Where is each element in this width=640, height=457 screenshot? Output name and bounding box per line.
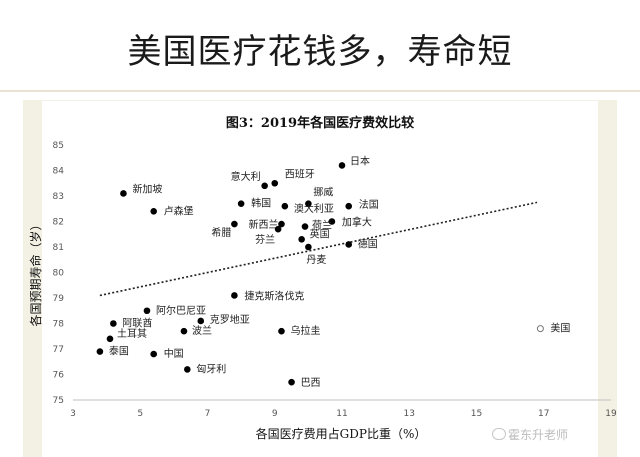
y-tick-label: 83 xyxy=(53,192,64,202)
y-tick-label: 82 xyxy=(53,218,64,228)
x-tick-label: 19 xyxy=(605,409,617,419)
point-label: 芬兰 xyxy=(255,233,275,246)
x-tick-label: 13 xyxy=(404,409,415,419)
data-point xyxy=(536,325,544,333)
point-label: 卢森堡 xyxy=(164,204,194,217)
trendline-layer xyxy=(99,201,538,297)
point-label: 波兰 xyxy=(192,324,212,337)
data-point xyxy=(261,182,268,190)
point-label: 捷克斯洛伐克 xyxy=(244,289,304,302)
trendline xyxy=(99,201,538,297)
point-label: 美国 xyxy=(550,322,570,335)
x-tick-label: 11 xyxy=(336,409,347,419)
point-label: 澳大利亚 xyxy=(294,202,334,215)
data-point xyxy=(110,320,117,327)
data-point xyxy=(305,200,312,207)
data-point xyxy=(197,317,205,325)
x-tick-label: 3 xyxy=(70,409,76,419)
point-label: 中国 xyxy=(164,347,184,360)
data-point xyxy=(184,366,191,373)
data-point xyxy=(288,378,295,386)
data-point xyxy=(278,220,285,228)
data-point xyxy=(231,220,238,228)
point-label: 丹麦 xyxy=(306,254,326,266)
data-point xyxy=(274,225,282,233)
data-point xyxy=(120,190,127,197)
data-point xyxy=(305,243,312,251)
point-label: 日本 xyxy=(350,154,370,167)
y-tick-label: 81 xyxy=(53,243,64,253)
y-tick-label: 79 xyxy=(53,294,65,304)
y-axis-label: 各国预期寿命（岁） xyxy=(28,218,43,326)
x-tick-label: 5 xyxy=(137,409,143,419)
data-point xyxy=(106,335,114,343)
data-point xyxy=(278,327,285,335)
point-label: 加拿大 xyxy=(342,216,372,229)
point-label: 希腊 xyxy=(211,226,231,239)
x-axis-label: 各国医疗费用占GDP比重（%） xyxy=(256,426,427,441)
x-tick-label: 15 xyxy=(471,409,482,419)
y-tick-label: 85 xyxy=(53,141,64,151)
data-point xyxy=(231,292,238,299)
data-point xyxy=(338,162,346,169)
point-label: 匈牙利 xyxy=(196,362,226,375)
y-tick-label: 77 xyxy=(53,345,64,355)
y-tick-label: 80 xyxy=(53,269,65,279)
point-label: 挪威 xyxy=(313,186,333,199)
data-point xyxy=(345,202,353,210)
page-headline: 美国医疗花钱多，寿命短 xyxy=(127,32,513,72)
data-point xyxy=(237,200,245,207)
point-label: 荷兰 xyxy=(312,219,332,232)
data-point xyxy=(271,179,279,187)
watermark-logo-icon xyxy=(492,428,506,440)
point-label: 德国 xyxy=(358,237,378,250)
point-label: 克罗地亚 xyxy=(210,313,250,326)
point-label: 西班牙 xyxy=(285,168,315,180)
point-label: 阿尔巴尼亚 xyxy=(156,304,206,317)
point-label: 韩国 xyxy=(251,197,271,210)
data-point xyxy=(180,327,188,335)
y-tick-label: 75 xyxy=(53,396,64,406)
data-point xyxy=(328,218,336,225)
chart-title: 图3：2019年各国医疗费效比较 xyxy=(225,116,415,131)
x-tick-label: 7 xyxy=(205,409,211,419)
point-label: 法国 xyxy=(359,198,379,211)
data-point xyxy=(150,350,157,358)
watermark: 霍东升老师 xyxy=(508,428,569,442)
point-label: 意大利 xyxy=(231,170,261,183)
point-label: 新加坡 xyxy=(132,182,162,195)
headline-divider xyxy=(0,90,640,92)
point-label: 英国 xyxy=(310,227,330,240)
data-point xyxy=(96,348,104,355)
point-label: 土耳其 xyxy=(117,327,147,340)
y-tick-label: 78 xyxy=(53,320,65,330)
point-label: 新西兰 xyxy=(248,218,278,231)
data-point xyxy=(143,307,151,315)
x-tick-label: 17 xyxy=(538,409,549,419)
data-point xyxy=(281,202,289,210)
point-label: 乌拉圭 xyxy=(290,324,320,337)
data-point xyxy=(345,241,353,248)
point-label: 巴西 xyxy=(301,377,321,389)
data-point xyxy=(301,223,309,230)
data-point xyxy=(298,236,305,243)
point-label: 阿联酋 xyxy=(122,317,152,330)
y-tick-label: 84 xyxy=(53,167,65,177)
axes: 3 5 7 9 11 13 15 17 197576777879808182838485各国预期… xyxy=(28,141,617,419)
data-point xyxy=(150,208,157,215)
y-tick-label: 76 xyxy=(53,371,65,381)
chart-panel xyxy=(42,101,598,457)
point-label: 泰国 xyxy=(109,345,129,358)
x-tick-label: 9 xyxy=(272,409,278,419)
